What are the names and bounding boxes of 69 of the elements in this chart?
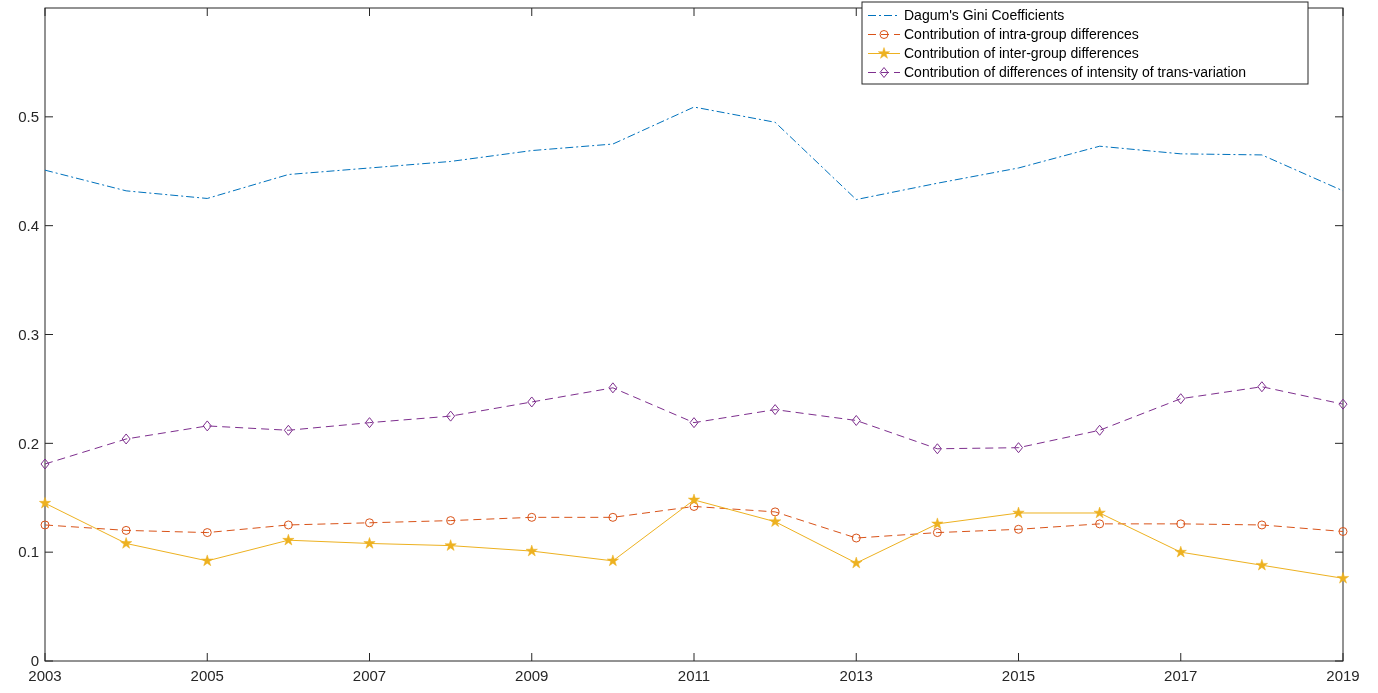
y-tick-label: 0.5 (18, 108, 39, 126)
point (851, 414, 861, 426)
point (365, 417, 374, 429)
point (446, 516, 456, 526)
point (527, 396, 537, 408)
point (525, 544, 538, 557)
legend-label: Contribution of inter-group differences (904, 45, 1139, 62)
point (851, 533, 861, 543)
legend-label: Contribution of differences of intensity of trans-variation (904, 64, 1247, 81)
point (608, 512, 618, 522)
point (40, 458, 50, 470)
point (1338, 526, 1348, 536)
point (1095, 424, 1105, 436)
point (1176, 519, 1186, 529)
point (932, 528, 942, 538)
point (363, 537, 376, 549)
legend-label: Dagum's Gini Coefficients (904, 7, 1065, 24)
y-tick-label: 0.3 (18, 325, 39, 343)
x-tick-label: 2011 (677, 667, 711, 684)
y-tick-label: 0.1 (18, 543, 39, 561)
x-tick-label: 2015 (1001, 667, 1036, 684)
x-tick-label: 2005 (190, 667, 224, 684)
point (608, 382, 618, 394)
x-tick-label: 2019 (1326, 667, 1360, 684)
point (1255, 559, 1268, 571)
point (1095, 519, 1105, 529)
x-tick-label: 2017 (1164, 667, 1198, 684)
point (283, 520, 293, 530)
point (850, 556, 863, 569)
point (932, 443, 942, 455)
point (283, 424, 293, 436)
point (931, 517, 944, 529)
point (120, 537, 133, 549)
x-tick-label: 2009 (515, 667, 549, 684)
point (446, 410, 456, 422)
point (202, 420, 212, 432)
point (121, 525, 131, 535)
x-tick-label: 2007 (352, 667, 387, 684)
point (769, 515, 782, 527)
x-tick-label: 2003 (28, 667, 62, 684)
point (39, 496, 51, 509)
point (1174, 545, 1187, 558)
y-tick-label: 0.2 (18, 434, 39, 452)
point (1176, 393, 1186, 405)
point (689, 417, 699, 429)
y-tick-label: 0 (30, 652, 39, 670)
point (688, 493, 700, 506)
x-tick-label: 2013 (839, 667, 873, 684)
point (1257, 520, 1267, 530)
point (282, 533, 295, 546)
point (365, 518, 374, 528)
point (770, 404, 780, 416)
point (527, 512, 537, 522)
point (1093, 506, 1106, 519)
point (1014, 442, 1023, 454)
point (770, 507, 780, 517)
y-tick-label: 0.4 (18, 216, 39, 234)
legend-label: Contribution of intra-group differences (904, 26, 1139, 43)
point (1257, 381, 1267, 393)
point (202, 528, 212, 538)
point (40, 520, 50, 530)
point (201, 554, 214, 566)
point (606, 554, 619, 566)
point (1014, 524, 1023, 534)
point (1012, 506, 1025, 519)
point (1338, 398, 1348, 410)
point (121, 433, 131, 445)
point (444, 539, 457, 551)
point (1337, 572, 1349, 584)
